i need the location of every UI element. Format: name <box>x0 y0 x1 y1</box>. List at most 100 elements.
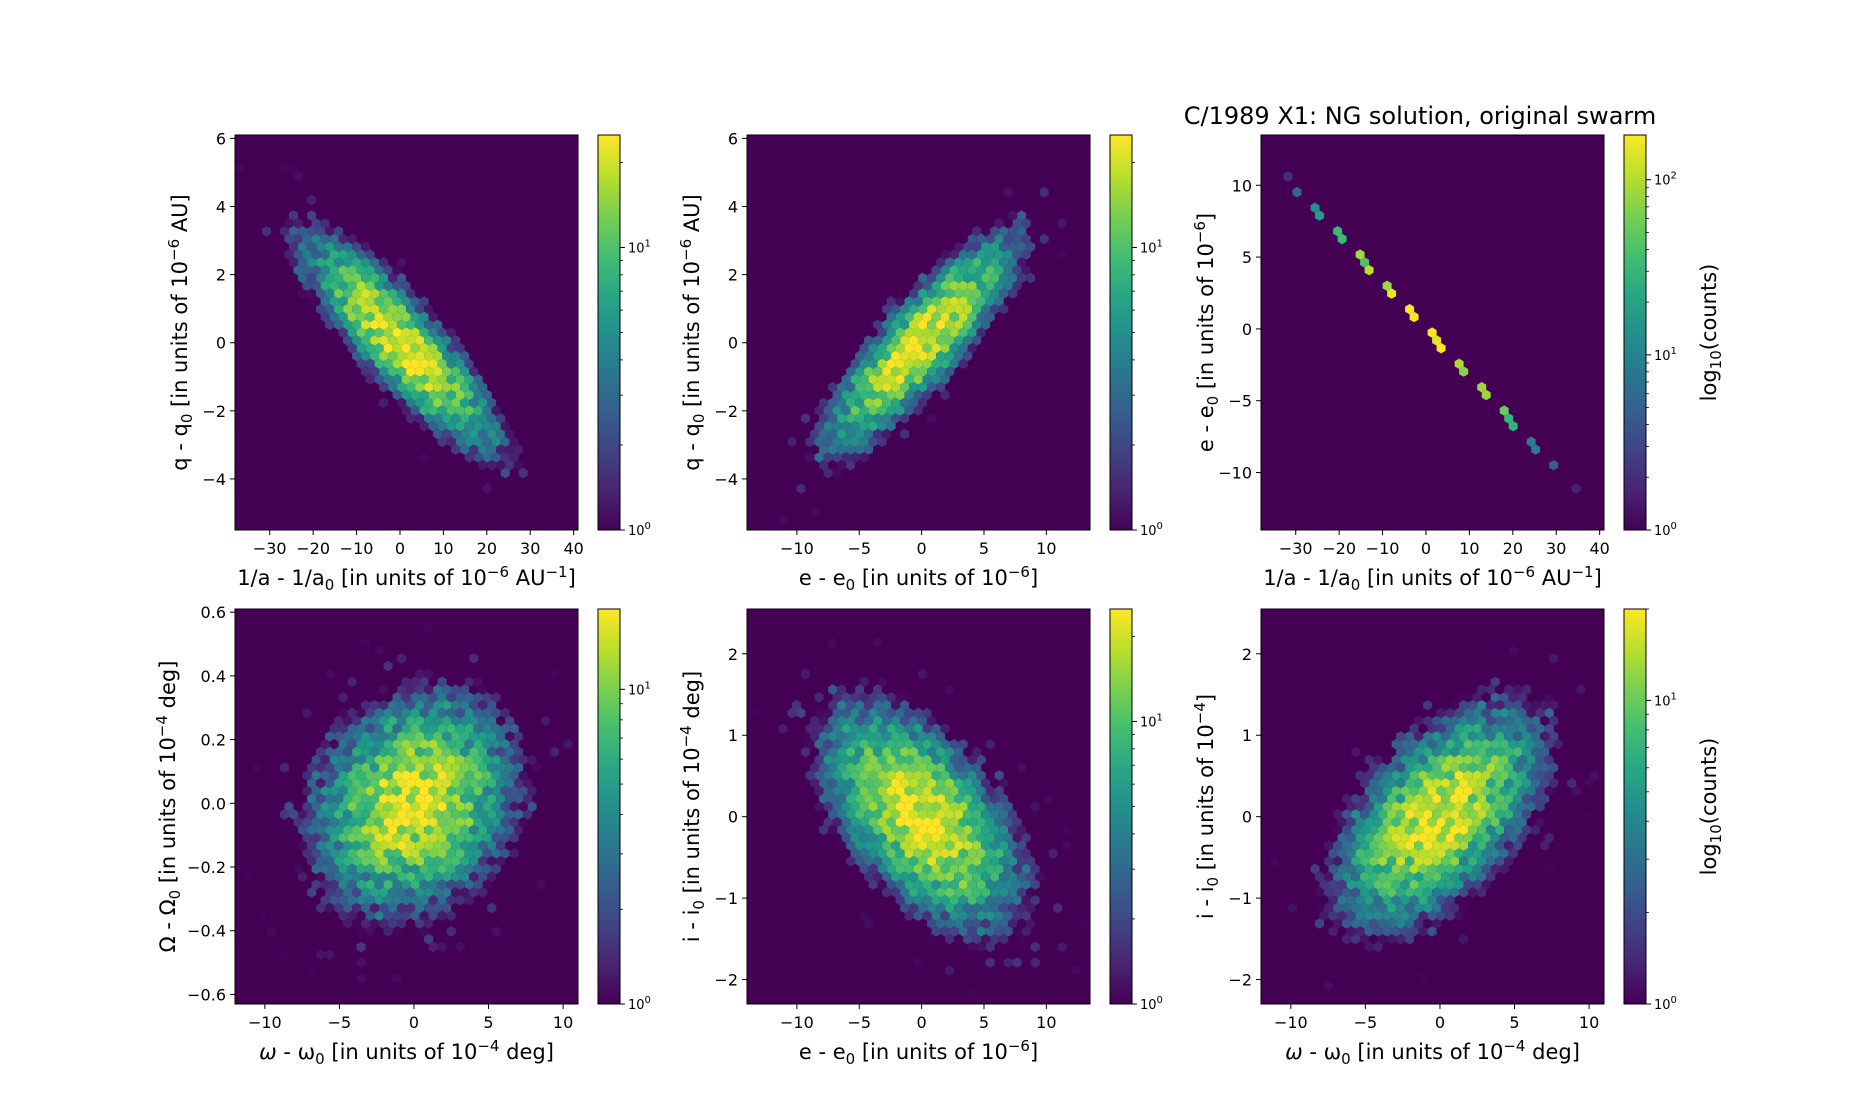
hexbin-cell <box>841 389 851 401</box>
hexbin-cell <box>1003 832 1013 843</box>
hexbin-cell <box>491 848 501 859</box>
hexbin-cell <box>1549 762 1559 773</box>
hexbin-cell <box>347 832 357 843</box>
hexbin-cell <box>374 343 384 354</box>
hexbin-cell <box>1008 288 1018 299</box>
hexbin-cell <box>1526 739 1536 750</box>
hexbin-cell <box>1427 801 1437 812</box>
hexbin-cell <box>482 785 492 797</box>
hexbin-cell <box>985 817 995 828</box>
hexbin-cell <box>1039 233 1049 245</box>
hexbin-cell <box>401 723 411 734</box>
hexbin-cell <box>1364 801 1374 812</box>
hexbin-cell <box>374 848 384 859</box>
hexbin-cell <box>904 770 914 781</box>
hexbin-cell <box>1499 785 1509 797</box>
hexbin-cell <box>1355 863 1365 875</box>
hexbin-cell <box>868 832 878 843</box>
hexbin-cell <box>868 754 878 765</box>
hexbin-cell <box>931 343 941 354</box>
hexbin-cell <box>338 311 348 323</box>
hexbin-cell <box>909 288 919 299</box>
hexbin-cell <box>1445 910 1455 921</box>
hexbin-cell <box>1423 902 1433 914</box>
hexbin-cell <box>428 327 438 338</box>
hexbin-cell <box>392 785 402 797</box>
hexbin-cell <box>392 926 402 937</box>
hexbin-cell <box>455 692 465 703</box>
hexbin-cell <box>1355 926 1365 937</box>
hexbin-cell <box>361 700 371 711</box>
hexbin-cell <box>1481 832 1491 843</box>
hexbin-cell <box>428 723 438 734</box>
x-tick-label: 10 <box>1036 1013 1056 1032</box>
hexbin-cell <box>1481 801 1491 812</box>
hexbin-cell <box>1382 910 1392 921</box>
hexbin-cell <box>787 707 797 719</box>
hexbin-cell <box>460 746 470 758</box>
hexbin-cell <box>356 723 366 734</box>
hexbin-cell <box>491 707 501 719</box>
hexbin-cell <box>374 801 384 812</box>
hexbin-cell <box>1423 731 1433 742</box>
hexbin-cell <box>1382 848 1392 859</box>
hexbin-cell <box>994 218 1004 229</box>
hexbin-cell <box>334 226 344 237</box>
hexbin-cell <box>482 436 492 447</box>
hexbin-cell <box>891 762 901 773</box>
hexbin-cell <box>1495 778 1505 789</box>
hexbin-cell <box>1427 754 1437 765</box>
hexbin-cell <box>1355 895 1365 906</box>
hexbin-cell <box>1373 941 1383 953</box>
hexbin-cell <box>356 311 366 323</box>
hexbin-cell <box>388 809 398 820</box>
hexbin-cell <box>437 863 447 875</box>
hexbin-cell <box>1351 918 1361 929</box>
hexbin-cell <box>464 405 474 416</box>
hexbin-cell <box>882 746 892 758</box>
hexbin-cell <box>918 887 928 898</box>
hexbin-cell <box>1414 856 1424 867</box>
hexbin-cell <box>316 949 326 960</box>
hexbin-cell <box>900 350 910 362</box>
hexbin-cell <box>936 871 946 882</box>
hexbin-cell <box>855 746 865 758</box>
hexbin-cell <box>1522 715 1532 726</box>
hexbin-cell <box>361 241 371 252</box>
hexbin-cell <box>320 895 330 906</box>
hexbin-cell <box>361 272 371 284</box>
hexbin-cell <box>419 770 429 781</box>
hexbin-cell <box>1499 405 1509 416</box>
hexbin-cell <box>487 444 497 455</box>
hexbin-cell <box>302 233 312 245</box>
hexbin-cell <box>999 793 1009 804</box>
hexbin-cell <box>949 358 959 369</box>
hexbin-cell <box>967 879 977 890</box>
hexbin-cell <box>455 739 465 750</box>
hexbin-cell <box>1405 856 1415 867</box>
hexbin-cell <box>307 809 317 820</box>
hexbin-cell <box>473 707 483 719</box>
hexbin-cell <box>828 762 838 773</box>
hexbin-cell <box>406 335 416 346</box>
hexbin-cell <box>473 754 483 765</box>
hexbin-cell <box>882 350 892 362</box>
hexbin-cell <box>940 296 950 307</box>
hexbin-cell <box>1021 895 1031 906</box>
x-axis-label: 1/a - 1/a0 [in units of 10−6 AU−1] <box>237 563 576 594</box>
hexbin-cell <box>464 707 474 719</box>
hexbin-cell <box>1409 801 1419 812</box>
hexbin-cell <box>958 785 968 797</box>
hexbin-cell <box>1481 723 1491 734</box>
hexbin-cell <box>410 311 420 323</box>
hexbin-cell <box>972 809 982 820</box>
hexbin-cell <box>1003 249 1013 260</box>
hexbin-cell <box>1526 723 1536 734</box>
hexbin-cell <box>814 692 824 703</box>
hexbin-cell <box>401 692 411 703</box>
hexbin-cell <box>374 280 384 291</box>
hexbin-cell <box>1057 218 1067 229</box>
hexbin-cell <box>523 793 533 804</box>
hexbin-cell <box>383 801 393 812</box>
hexbin-cell <box>388 918 398 929</box>
